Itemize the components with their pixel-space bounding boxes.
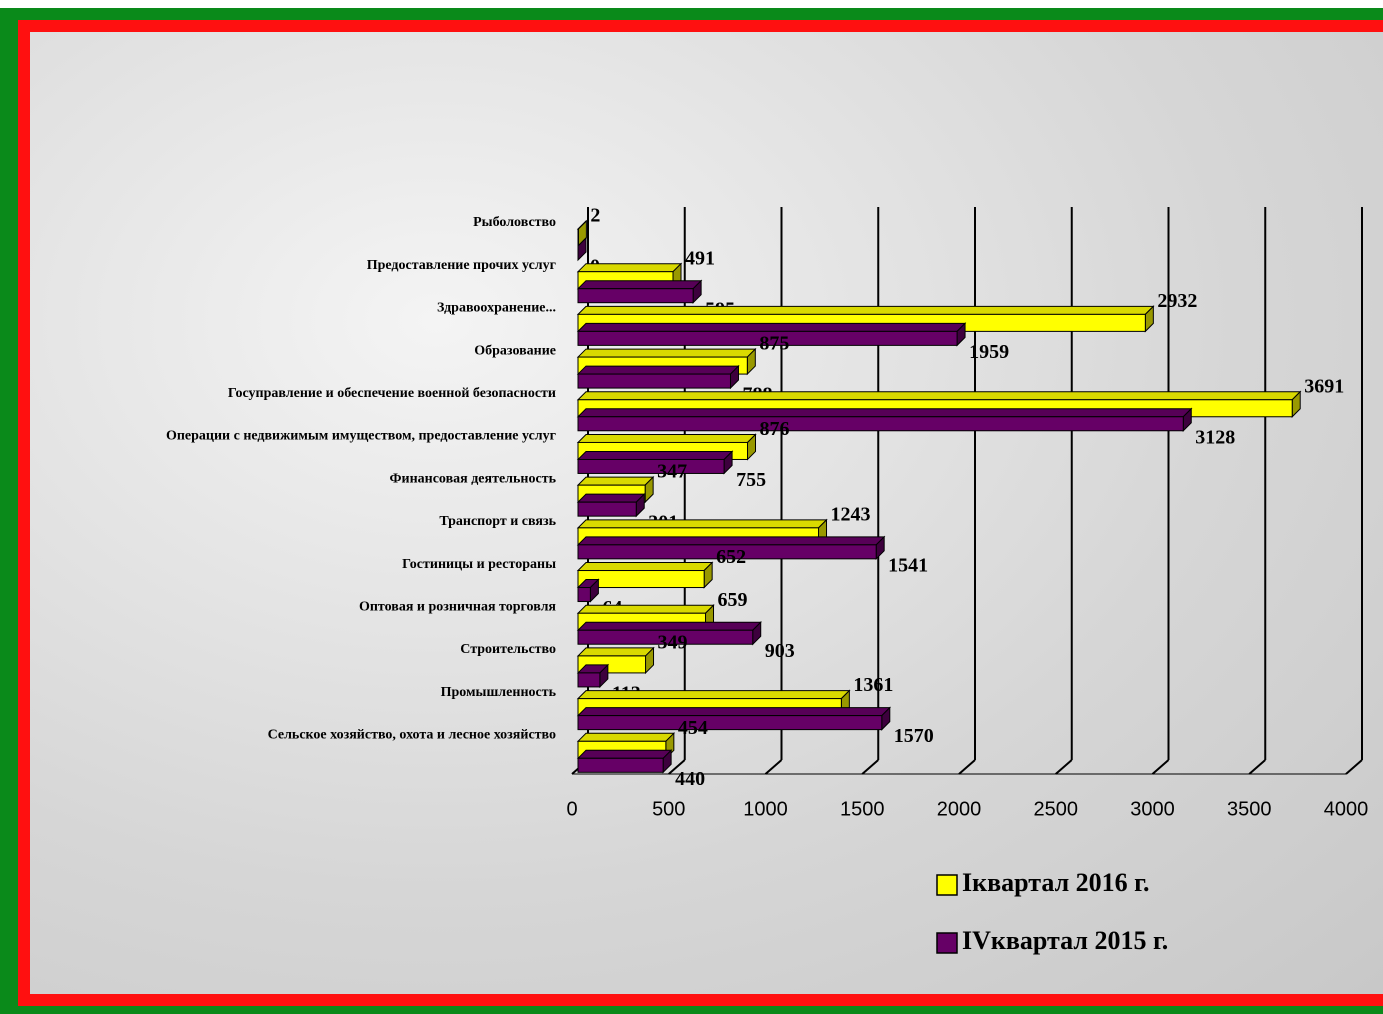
bar [577, 501, 637, 517]
bar [577, 570, 705, 589]
value-label: 2932 [1157, 290, 1197, 312]
legend-swatch [936, 874, 958, 896]
category-label: Госуправление и обеспечение военной безо… [228, 386, 556, 401]
bar [577, 757, 664, 773]
bar-top [576, 621, 762, 631]
value-label: 1541 [888, 554, 928, 576]
bar-top [576, 450, 734, 460]
x-tick-label: 500 [652, 798, 685, 820]
category-label: Операции с недвижимым имуществом, предос… [166, 429, 556, 444]
bar-top [576, 305, 1155, 315]
value-label: 454 [678, 717, 708, 739]
bar-top [576, 433, 757, 443]
value-label: 652 [716, 546, 746, 568]
x-tick-label: 3500 [1227, 798, 1272, 820]
bar-top [576, 476, 655, 486]
legend-label: Iквартал 2016 г. [962, 868, 1150, 897]
legend-label: IVквартал 2015 г. [962, 926, 1168, 955]
frame-inner [18, 20, 1383, 1006]
grid-floor [1151, 759, 1170, 775]
value-label: 876 [760, 418, 790, 440]
x-tick-label: 1000 [743, 798, 788, 820]
value-label: 659 [718, 589, 748, 611]
value-label: 1361 [853, 674, 893, 696]
bar-top [576, 263, 683, 273]
bar-top [576, 348, 757, 358]
value-label: 903 [765, 640, 795, 662]
bar [577, 416, 1184, 432]
bar [577, 587, 591, 603]
value-label: 2 [590, 205, 600, 227]
bar-top [576, 647, 655, 657]
bar-top [576, 493, 646, 503]
grid-floor [764, 759, 783, 775]
legend-swatch [936, 932, 958, 954]
value-label: 1570 [894, 725, 934, 747]
grid-floor [1345, 759, 1363, 775]
bar [577, 672, 601, 688]
grid-floor [1055, 759, 1073, 775]
category-label: Оптовая и розничная торговля [359, 599, 556, 614]
bar-top [576, 732, 676, 742]
category-label: Строительство [460, 642, 556, 657]
x-tick-label: 0 [566, 798, 577, 820]
bar-top [576, 604, 715, 614]
bar-top [576, 690, 851, 700]
value-label: 1243 [831, 503, 871, 525]
x-tick-label: 4000 [1324, 798, 1369, 820]
x-tick-label: 2500 [1034, 798, 1079, 820]
bar-top [576, 408, 1193, 418]
bar-top [576, 519, 828, 529]
bar-top [576, 322, 967, 332]
value-label: 440 [675, 768, 705, 790]
value-label: 491 [685, 247, 715, 269]
category-label: Рыболовство [473, 215, 556, 230]
x-tick-label: 2000 [937, 798, 982, 820]
bar [577, 715, 883, 731]
grid-floor [861, 759, 879, 775]
category-label: Гостиницы и рестораны [402, 557, 556, 572]
category-label: Финансовая деятельность [389, 471, 556, 486]
category-label: Сельское хозяйство, охота и лесное хозяй… [268, 728, 556, 743]
bar-side [577, 236, 587, 262]
bar-top [576, 365, 740, 375]
bar-top [576, 707, 892, 717]
value-label: 3691 [1304, 375, 1344, 397]
value-label: 1959 [969, 341, 1009, 363]
bar [577, 458, 725, 474]
value-label: 755 [736, 469, 766, 491]
category-label: Здравоохранение... [437, 301, 556, 316]
value-label: 347 [657, 461, 687, 483]
bar [577, 288, 694, 304]
x-tick-label: 1500 [840, 798, 885, 820]
bar-top [576, 749, 673, 759]
bar-top [576, 391, 1302, 401]
bar [577, 544, 877, 560]
bar-top [576, 562, 714, 572]
x-tick-label: 3000 [1130, 798, 1175, 820]
bar [577, 373, 731, 389]
bar-top [576, 280, 703, 290]
bar [577, 629, 754, 645]
frame [0, 8, 1383, 1014]
grid-floor [1248, 759, 1266, 775]
category-label: Предоставление прочих услуг [367, 258, 556, 273]
category-label: Образование [474, 343, 556, 358]
category-label: Транспорт и связь [439, 514, 556, 529]
category-label: Промышленность [441, 685, 557, 700]
bar [577, 330, 958, 346]
grid-floor [668, 759, 686, 775]
value-label: 3128 [1195, 426, 1235, 448]
background [30, 32, 1383, 994]
value-label: 875 [759, 333, 789, 355]
bar-top [576, 536, 886, 546]
grid-floor [958, 759, 976, 775]
value-label: 349 [658, 632, 688, 654]
